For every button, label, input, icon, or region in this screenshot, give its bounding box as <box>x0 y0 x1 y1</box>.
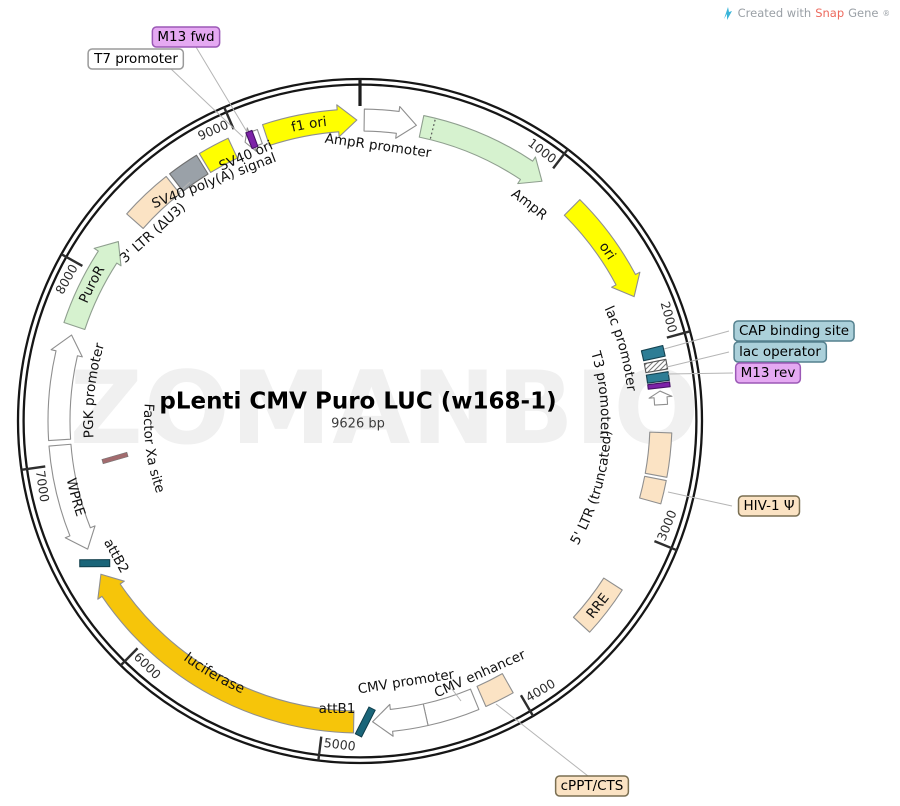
tick-7000 <box>21 465 46 472</box>
feature-three-ltr-du3[interactable] <box>126 175 181 230</box>
feature-puror[interactable] <box>63 240 122 331</box>
feature-m13-fwd[interactable] <box>245 129 259 150</box>
feature-cmv-promoter[interactable] <box>372 703 429 737</box>
snapgene-credit: Created with Snap Gene ® <box>722 6 890 20</box>
t3-promoter-label[interactable]: T3 promoter <box>587 348 613 436</box>
feature-wpre[interactable] <box>48 443 96 550</box>
attb1-label[interactable]: attB1 <box>319 701 356 717</box>
ampr-label[interactable]: AmpR <box>508 186 550 224</box>
plasmid-title-block: pLenti CMV Puro LUC (w168-1) 9626 bp <box>159 388 556 431</box>
leader-line-1 <box>169 67 244 138</box>
feature-rre[interactable] <box>572 577 623 633</box>
svg-text:HIV-1 Ψ: HIV-1 Ψ <box>744 498 795 514</box>
plasmid-length: 9626 bp <box>331 416 385 432</box>
f1-ori-label[interactable]: f1 ori <box>290 114 328 136</box>
credit-brand-snap: Snap <box>815 6 845 20</box>
svg-text:lac operator: lac operator <box>739 344 821 360</box>
m13-fwd-label[interactable]: M13 fwd <box>151 26 221 48</box>
leader-line-4 <box>667 372 734 375</box>
snapgene-logo-icon <box>723 6 732 20</box>
feature-t3-promoter[interactable] <box>648 390 673 406</box>
tick-6000 <box>119 647 139 667</box>
credit-prefix: Created with <box>737 6 812 20</box>
leader-line-6 <box>495 703 589 777</box>
tick-label-4000: 4000 <box>523 676 558 705</box>
feature-ori[interactable] <box>563 199 641 298</box>
feature-sv40-ori[interactable] <box>198 137 238 173</box>
feature-cppt-cts[interactable] <box>476 673 514 708</box>
feature-pgk-promoter[interactable] <box>47 334 83 442</box>
svg-text:T7 promoter: T7 promoter <box>93 51 178 67</box>
lac-operator-label[interactable]: lac operator <box>733 341 828 363</box>
feature-ampr[interactable] <box>418 115 543 185</box>
tick-4000 <box>519 694 535 717</box>
cap-binding-site-label[interactable]: CAP binding site <box>733 320 855 342</box>
svg-text:M13 rev: M13 rev <box>741 365 796 381</box>
leader-line-8 <box>177 181 191 194</box>
m13-rev-label[interactable]: M13 rev <box>734 362 802 384</box>
feature-attb1[interactable] <box>354 706 376 738</box>
hiv-1-psi-label[interactable]: HIV-1 Ψ <box>737 495 801 517</box>
feature-sv40-polya[interactable] <box>169 154 209 192</box>
tick-label-2000: 2000 <box>658 300 681 335</box>
svg-text:M13 fwd: M13 fwd <box>157 29 214 45</box>
feature-m13-rev[interactable] <box>647 381 671 390</box>
tick-2000 <box>666 330 691 339</box>
feature-attb2[interactable] <box>79 559 111 568</box>
tick-8000 <box>60 253 83 267</box>
leader-line-5 <box>667 491 733 507</box>
feature-hiv-1-psi[interactable] <box>639 475 667 505</box>
plasmid-backbone-inner-ring <box>22 83 698 759</box>
feature-factor-xa-site[interactable] <box>101 451 129 465</box>
factor-xa-label[interactable]: Factor Xa site <box>140 403 168 495</box>
credit-brand-gene: Gene <box>848 6 879 20</box>
feature-luciferase[interactable] <box>97 573 355 734</box>
tick-1000 <box>552 148 569 170</box>
plasmid-title: pLenti CMV Puro LUC (w168-1) <box>159 388 557 415</box>
feature-f1-ori[interactable] <box>262 104 358 147</box>
leader-line-0 <box>195 46 248 133</box>
ampr-promoter-label[interactable]: AmpR promoter <box>324 131 433 162</box>
leader-line-3 <box>666 351 730 368</box>
attb2-label[interactable]: attB2 <box>100 536 132 576</box>
feature-ampr-promoter[interactable] <box>363 105 417 139</box>
tick-3000 <box>653 540 678 552</box>
credit-registered-mark: ® <box>882 8 891 18</box>
svg-text:cPPT/CTS: cPPT/CTS <box>561 778 624 794</box>
leader-line-7 <box>451 688 462 702</box>
feature-ampr-truncation-dots <box>429 119 436 139</box>
cppt-cts-label[interactable]: cPPT/CTS <box>554 775 630 797</box>
tick-5000 <box>317 736 323 761</box>
svg-text:CAP binding site: CAP binding site <box>739 323 849 339</box>
tick-label-5000: 5000 <box>323 735 356 754</box>
watermark: ZOMANBIO <box>69 349 701 467</box>
tick-label-7000: 7000 <box>33 469 52 503</box>
feature-five-ltr-truncated[interactable] <box>644 431 673 478</box>
pgk-promoter-label[interactable]: PGK promoter <box>81 341 108 439</box>
feature-lac-promoter[interactable] <box>643 358 669 374</box>
feature-cap-binding-site[interactable] <box>640 344 666 362</box>
feature-lac-operator[interactable] <box>645 371 670 384</box>
five-ltr-label[interactable]: 5' LTR (truncated) <box>567 430 614 548</box>
t7-promoter-label[interactable]: T7 promoter <box>87 48 185 70</box>
tick-9000 <box>223 106 235 130</box>
leader-line-2 <box>663 330 730 350</box>
